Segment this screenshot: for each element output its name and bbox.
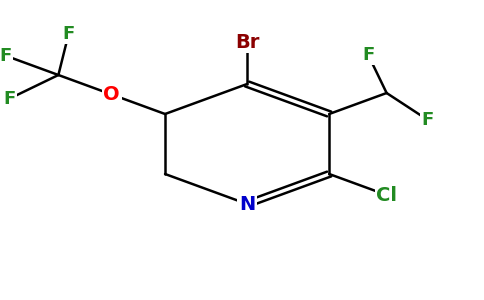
Text: Cl: Cl: [376, 185, 397, 205]
Text: F: F: [0, 46, 11, 64]
Text: F: F: [62, 25, 75, 43]
Text: F: F: [3, 90, 15, 108]
Text: O: O: [104, 85, 120, 104]
Text: F: F: [421, 111, 434, 129]
Text: N: N: [239, 194, 255, 214]
Text: Br: Br: [235, 32, 259, 52]
Text: F: F: [362, 46, 374, 64]
